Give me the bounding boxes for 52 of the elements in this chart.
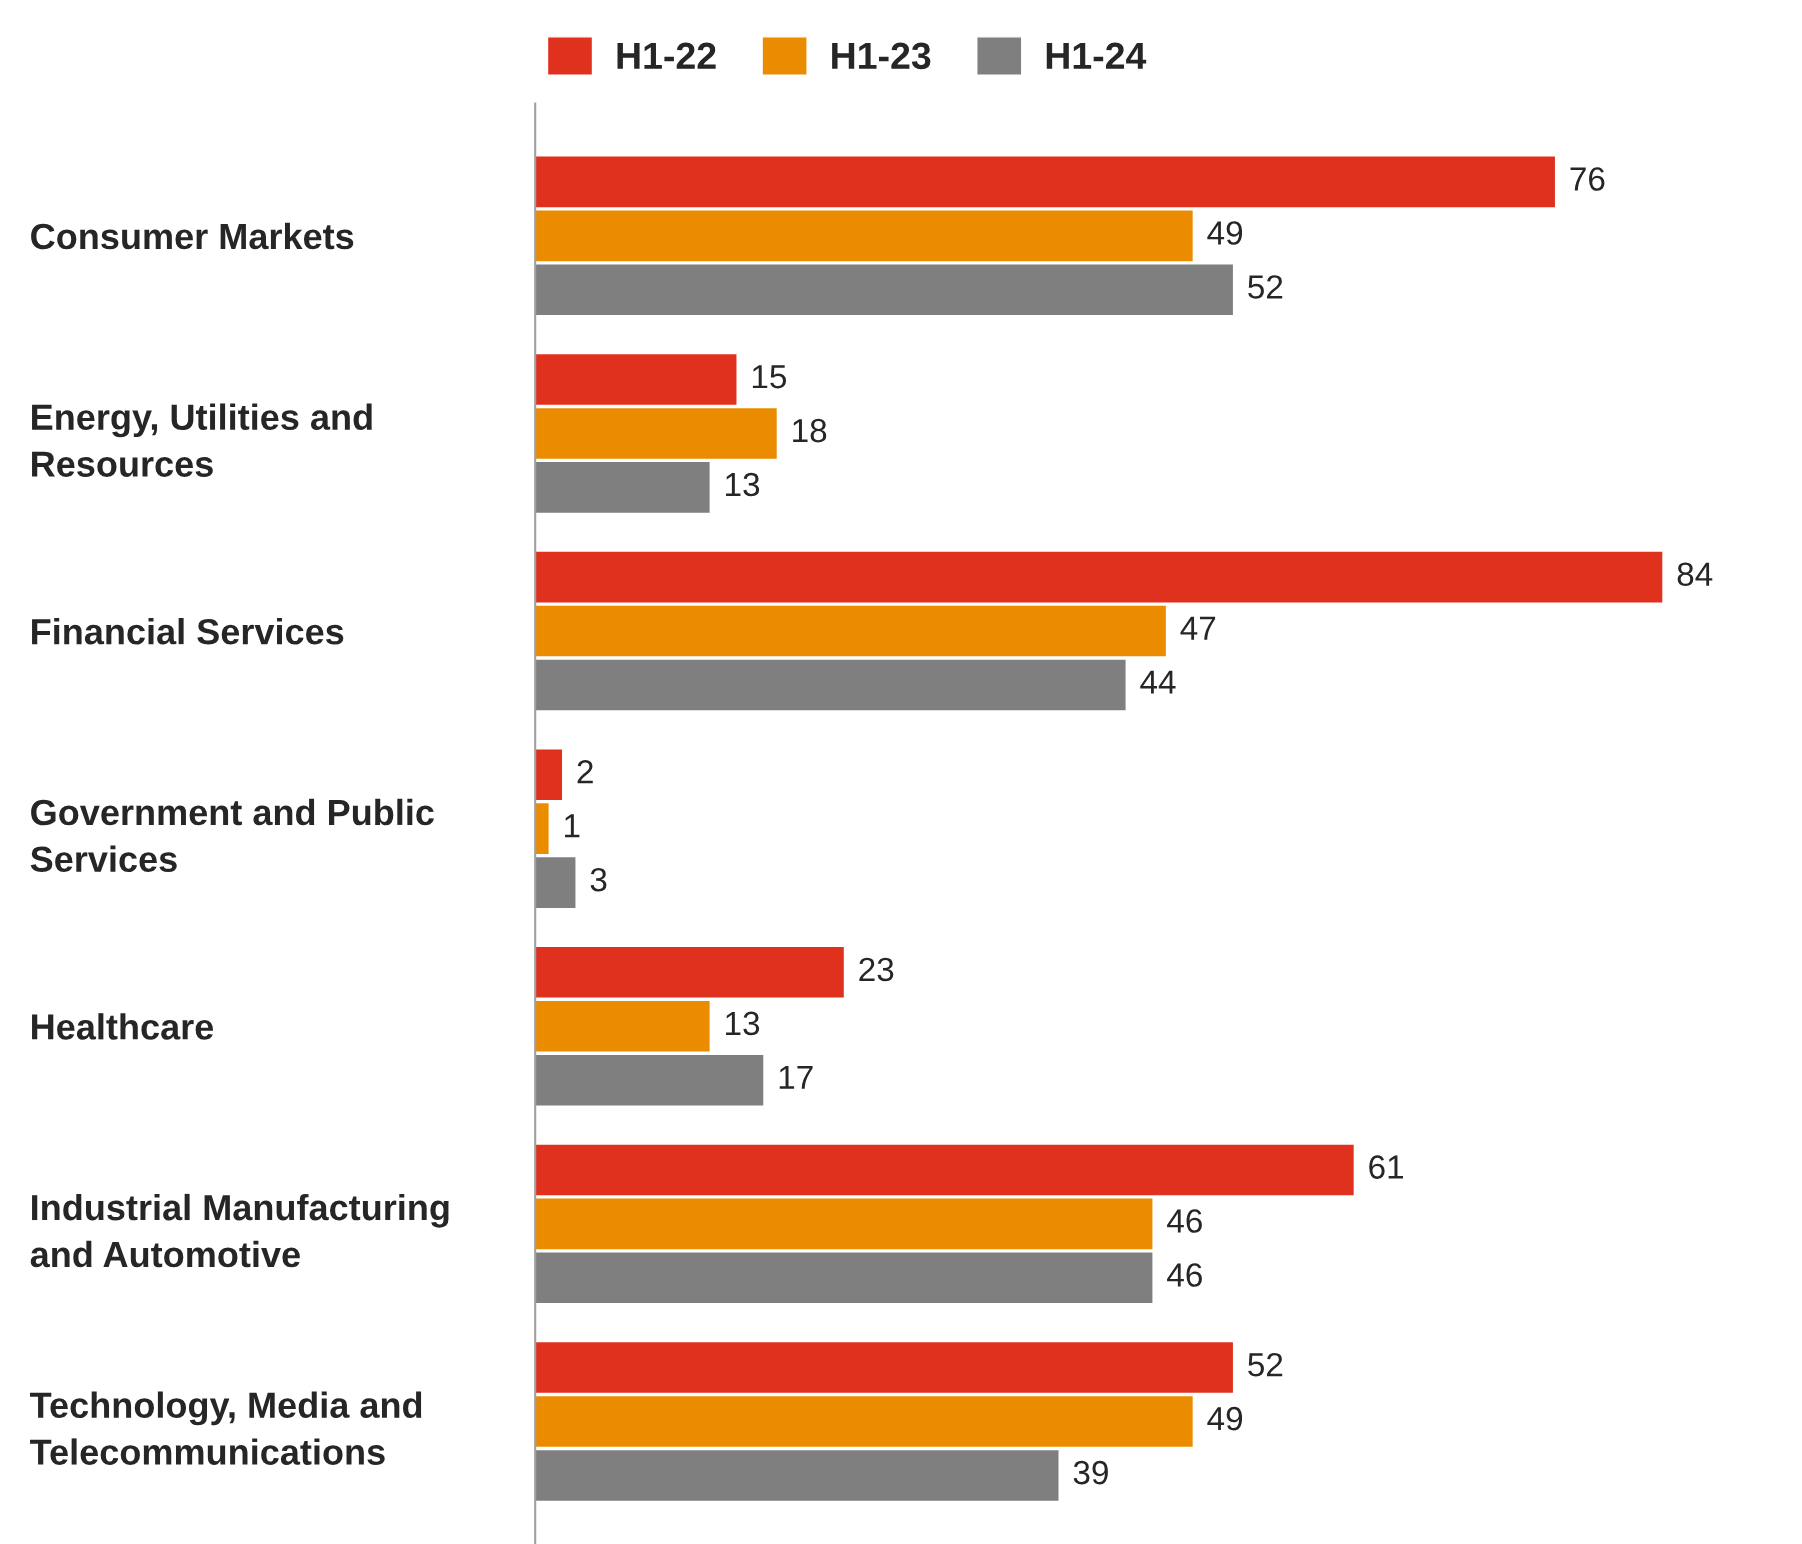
data-label: 47 <box>1180 616 1216 640</box>
data-label: 13 <box>726 1011 760 1036</box>
bar <box>535 354 737 405</box>
data-label: 84 <box>1677 562 1713 587</box>
bar <box>535 1342 1233 1393</box>
data-label: 76 <box>1570 167 1605 191</box>
data-label: 2 <box>577 760 593 784</box>
bar <box>535 1144 1354 1196</box>
data-label: 49 <box>1207 1406 1243 1431</box>
bar <box>535 803 549 854</box>
bar <box>535 1000 710 1052</box>
data-label: 39 <box>1073 1460 1108 1485</box>
bar <box>535 210 1193 262</box>
bar <box>535 462 710 513</box>
y-tick-label: Technology, Media and Telecommunications <box>30 1391 422 1465</box>
data-label: 52 <box>1248 1352 1283 1377</box>
data-label: 17 <box>779 1065 813 1089</box>
bar <box>535 857 576 908</box>
bar <box>535 1054 764 1106</box>
legend-label: H1-23 <box>832 42 931 70</box>
data-label: 46 <box>1167 1209 1202 1233</box>
y-tick-label: Healthcare <box>32 1013 214 1040</box>
bar <box>535 659 1126 711</box>
data-label: 15 <box>752 365 787 389</box>
data-label: 61 <box>1369 1155 1404 1179</box>
data-label: 46 <box>1167 1263 1202 1287</box>
data-label: 44 <box>1140 670 1176 694</box>
bar <box>535 749 563 801</box>
bar <box>535 1198 1153 1250</box>
y-tick-label: Financial Services <box>32 617 344 645</box>
y-tick-label: Energy, Utilities and Resources <box>32 403 372 477</box>
data-label: 52 <box>1248 275 1283 299</box>
bar <box>535 264 1233 316</box>
data-label: 3 <box>590 867 607 892</box>
bar <box>535 605 1166 657</box>
legend-label: H1-24 <box>1046 42 1147 69</box>
bar <box>535 1396 1193 1447</box>
bar <box>535 947 844 998</box>
y-tick-label: Consumer Markets <box>31 222 354 250</box>
bar <box>535 1450 1059 1501</box>
y-tick-label: Industrial Manufacturing and Automotive <box>30 1193 449 1268</box>
data-label: 49 <box>1207 221 1243 245</box>
bar <box>535 408 777 459</box>
data-label: 1 <box>565 814 580 838</box>
bar <box>535 551 1663 603</box>
data-label: 18 <box>793 418 827 443</box>
bar <box>535 1252 1153 1304</box>
bar <box>535 156 1555 208</box>
data-label: 23 <box>859 957 894 982</box>
legend-label: H1-22 <box>617 42 716 69</box>
data-label: 13 <box>726 472 760 497</box>
y-tick-label: Government and Public Services <box>30 798 434 873</box>
